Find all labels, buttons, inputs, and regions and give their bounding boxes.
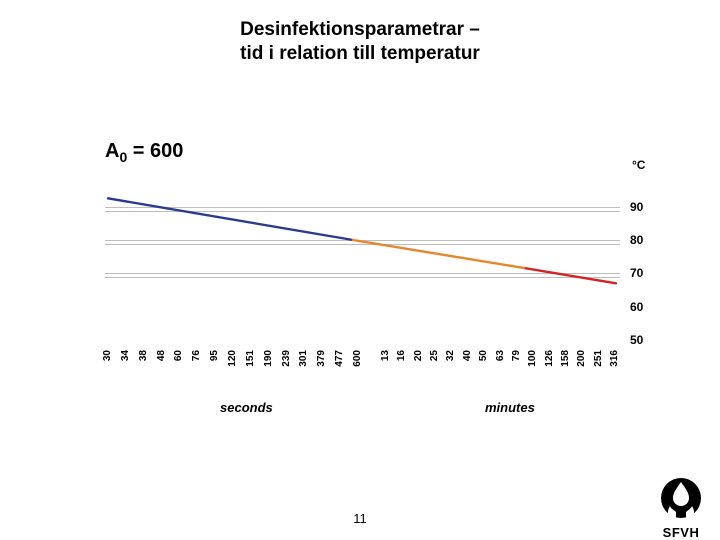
sfvh-logo-text: SFVH xyxy=(654,525,708,540)
sfvh-logo-icon xyxy=(654,476,708,530)
series-line xyxy=(526,268,616,283)
page-number: 11 xyxy=(0,511,720,526)
series-line xyxy=(108,198,353,240)
chart-lines xyxy=(0,0,720,540)
series-line xyxy=(353,240,526,268)
